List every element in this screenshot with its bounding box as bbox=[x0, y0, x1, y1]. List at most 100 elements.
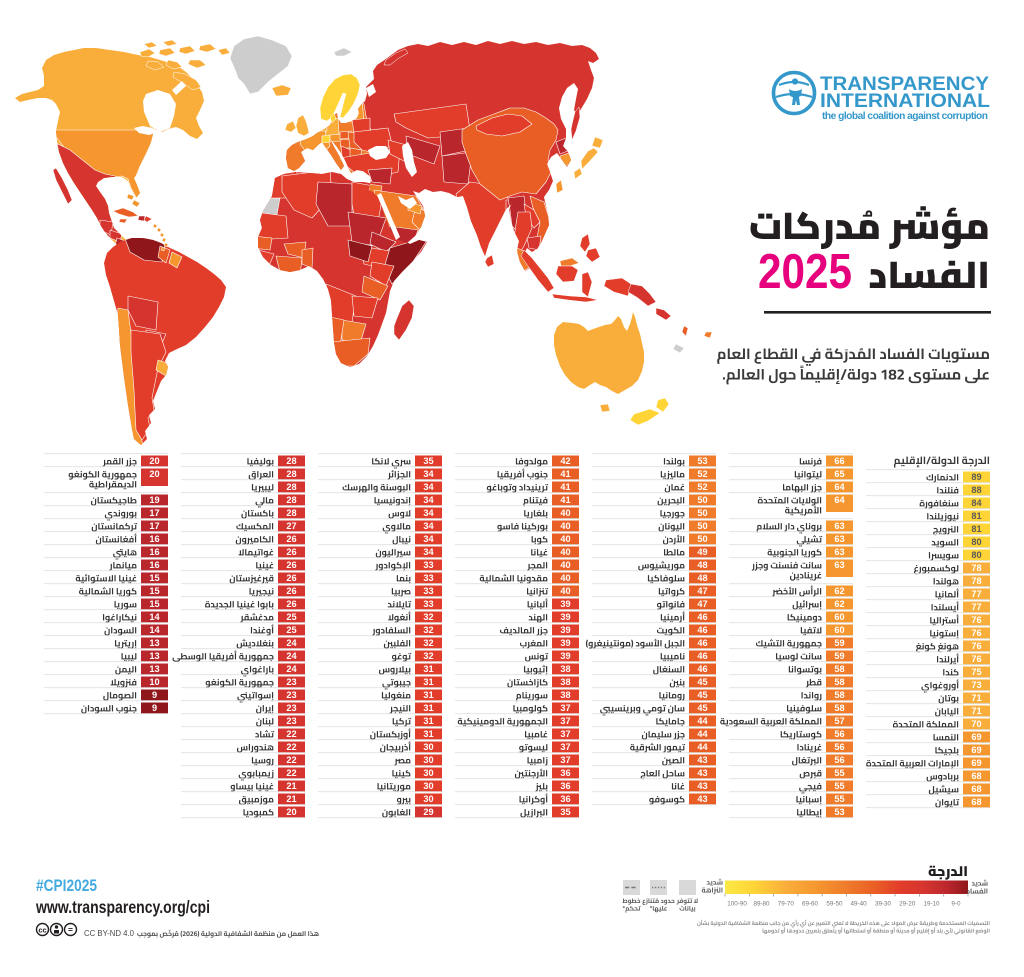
svg-text:www.transparency.org/cpi: www.transparency.org/cpi bbox=[35, 897, 210, 917]
svg-text:45: 45 bbox=[697, 703, 707, 713]
svg-text:69-60: 69-60 bbox=[802, 901, 819, 908]
svg-text:24: 24 bbox=[286, 664, 297, 674]
svg-text:36: 36 bbox=[560, 768, 570, 778]
svg-text:27: 27 bbox=[286, 521, 296, 531]
svg-text:31: 31 bbox=[423, 677, 433, 687]
svg-text:59-50: 59-50 bbox=[826, 901, 843, 908]
svg-text:63: 63 bbox=[834, 534, 844, 544]
svg-text:56: 56 bbox=[834, 742, 844, 752]
svg-text:43: 43 bbox=[697, 794, 707, 804]
svg-text:46: 46 bbox=[697, 638, 707, 648]
svg-text:28: 28 bbox=[286, 469, 296, 479]
svg-text:17: 17 bbox=[149, 508, 159, 518]
svg-text:84: 84 bbox=[971, 498, 982, 508]
svg-text:26: 26 bbox=[286, 534, 296, 544]
svg-text:TRANSPARENCY: TRANSPARENCY bbox=[820, 74, 989, 95]
svg-text:40: 40 bbox=[560, 586, 570, 596]
svg-text:47: 47 bbox=[697, 586, 707, 596]
svg-text:70: 70 bbox=[971, 719, 981, 729]
svg-text:30: 30 bbox=[423, 742, 433, 752]
svg-text:63: 63 bbox=[834, 547, 844, 557]
svg-text:16: 16 bbox=[149, 560, 159, 570]
svg-text:68: 68 bbox=[971, 797, 981, 807]
svg-text:58: 58 bbox=[834, 664, 844, 674]
svg-text:28: 28 bbox=[286, 482, 296, 492]
svg-text:41: 41 bbox=[560, 469, 570, 479]
svg-text:68: 68 bbox=[971, 771, 981, 781]
svg-text:44: 44 bbox=[697, 729, 708, 739]
svg-text:81: 81 bbox=[971, 524, 981, 534]
svg-text:56: 56 bbox=[834, 729, 844, 739]
svg-text:21: 21 bbox=[286, 794, 296, 804]
svg-text:31: 31 bbox=[423, 703, 433, 713]
svg-text:39: 39 bbox=[560, 599, 570, 609]
svg-text:31: 31 bbox=[423, 716, 433, 726]
svg-text:50: 50 bbox=[697, 495, 707, 505]
svg-text:34: 34 bbox=[423, 521, 434, 531]
svg-text:76: 76 bbox=[971, 654, 981, 664]
svg-text:36: 36 bbox=[560, 781, 570, 791]
svg-text:2025: 2025 bbox=[758, 245, 852, 299]
svg-text:#CPI2025: #CPI2025 bbox=[36, 876, 97, 895]
svg-text:43: 43 bbox=[697, 755, 707, 765]
svg-text:68: 68 bbox=[971, 784, 981, 794]
svg-text:28: 28 bbox=[286, 456, 296, 466]
svg-text:26: 26 bbox=[286, 586, 296, 596]
svg-text:39-30: 39-30 bbox=[875, 901, 892, 908]
svg-text:55: 55 bbox=[834, 768, 844, 778]
svg-text:37: 37 bbox=[560, 742, 570, 752]
svg-text:77: 77 bbox=[971, 589, 981, 599]
svg-text:23: 23 bbox=[286, 716, 296, 726]
svg-text:76: 76 bbox=[971, 615, 981, 625]
svg-text:76: 76 bbox=[971, 641, 981, 651]
svg-text:78: 78 bbox=[971, 576, 981, 586]
svg-text:40: 40 bbox=[560, 573, 570, 583]
svg-text:24: 24 bbox=[286, 651, 297, 661]
svg-text:34: 34 bbox=[423, 469, 434, 479]
svg-text:65: 65 bbox=[834, 469, 844, 479]
svg-text:23: 23 bbox=[286, 690, 296, 700]
svg-text:41: 41 bbox=[560, 495, 570, 505]
svg-text:9: 9 bbox=[152, 690, 157, 700]
svg-text:26: 26 bbox=[286, 547, 296, 557]
svg-text:35: 35 bbox=[423, 456, 433, 466]
svg-text:35: 35 bbox=[560, 807, 570, 817]
svg-text:29: 29 bbox=[423, 807, 433, 817]
svg-text:20: 20 bbox=[149, 456, 159, 466]
svg-text:36: 36 bbox=[560, 794, 570, 804]
svg-text:55: 55 bbox=[834, 781, 844, 791]
svg-text:62: 62 bbox=[834, 586, 844, 596]
svg-text:49: 49 bbox=[697, 547, 707, 557]
svg-text:40: 40 bbox=[560, 560, 570, 570]
svg-text:15: 15 bbox=[149, 573, 159, 583]
svg-text:24: 24 bbox=[286, 638, 297, 648]
svg-text:25: 25 bbox=[286, 625, 296, 635]
svg-text:39: 39 bbox=[560, 651, 570, 661]
svg-text:32: 32 bbox=[423, 651, 433, 661]
svg-text:28: 28 bbox=[286, 495, 296, 505]
svg-text:40: 40 bbox=[560, 534, 570, 544]
svg-text:9-0: 9-0 bbox=[951, 901, 961, 908]
svg-text:88: 88 bbox=[971, 485, 981, 495]
svg-text:40: 40 bbox=[560, 547, 570, 557]
svg-text:59: 59 bbox=[834, 651, 844, 661]
svg-text:23: 23 bbox=[286, 677, 296, 687]
svg-text:79-70: 79-70 bbox=[778, 901, 795, 908]
svg-text:53: 53 bbox=[834, 807, 844, 817]
svg-text:13: 13 bbox=[149, 638, 159, 648]
svg-text:16: 16 bbox=[149, 547, 159, 557]
svg-text:39: 39 bbox=[560, 612, 570, 622]
svg-text:57: 57 bbox=[834, 716, 844, 726]
svg-text:39: 39 bbox=[560, 638, 570, 648]
svg-text:64: 64 bbox=[834, 482, 845, 492]
svg-text:30: 30 bbox=[423, 781, 433, 791]
svg-text:80: 80 bbox=[971, 537, 981, 547]
svg-text:33: 33 bbox=[423, 599, 433, 609]
svg-text:73: 73 bbox=[971, 680, 981, 690]
svg-text:43: 43 bbox=[697, 768, 707, 778]
svg-text:34: 34 bbox=[423, 534, 434, 544]
svg-text:60: 60 bbox=[834, 625, 844, 635]
svg-text:41: 41 bbox=[560, 482, 570, 492]
svg-text:38: 38 bbox=[560, 664, 570, 674]
svg-text:22: 22 bbox=[286, 755, 296, 765]
